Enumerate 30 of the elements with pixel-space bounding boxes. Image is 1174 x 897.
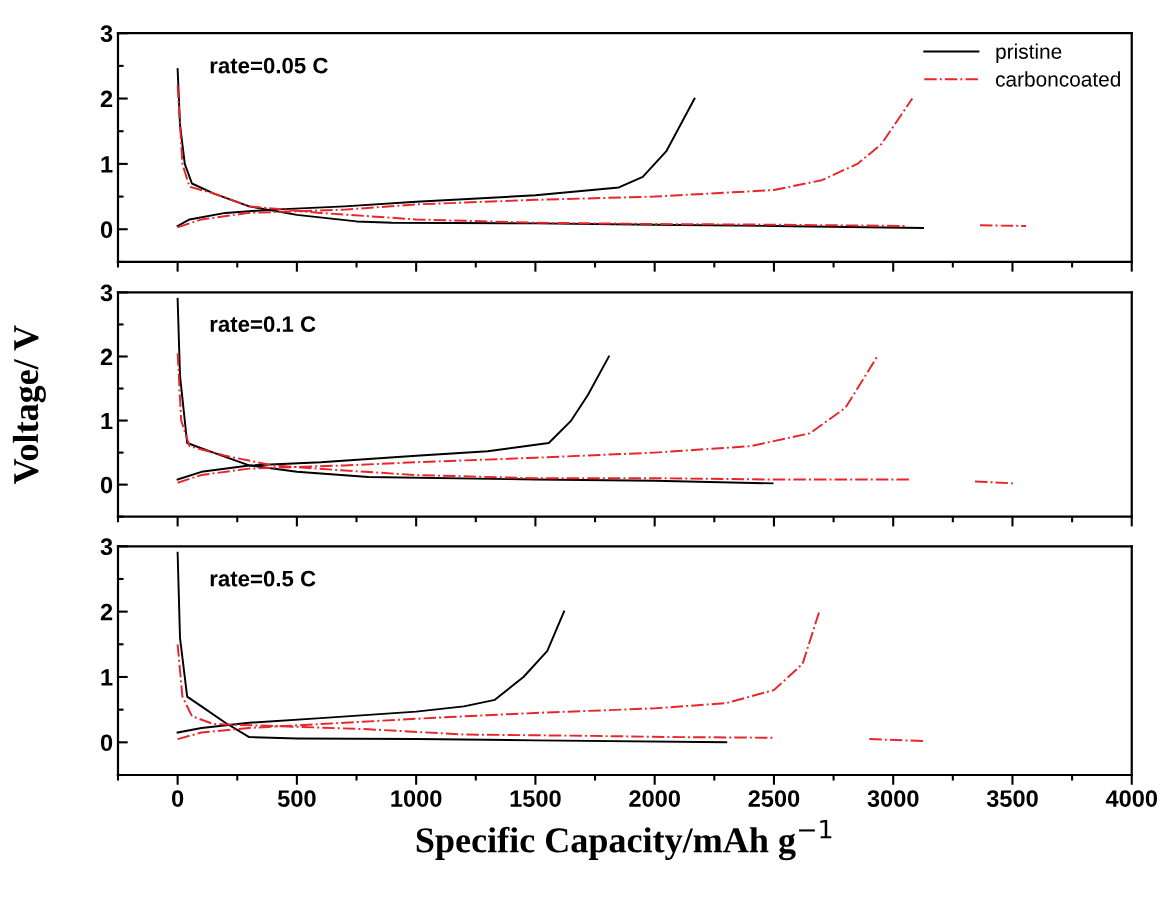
x-tick-label: 500 — [277, 790, 316, 807]
annotation: rate=0.05 C — [210, 57, 328, 74]
x-tick-label: 3000 — [867, 790, 919, 807]
y-tick-label: 3 — [100, 538, 113, 556]
x-tick-label: 4000 — [1105, 790, 1158, 807]
y-tick-label: 2 — [100, 603, 113, 621]
y-tick-label: 3 — [100, 284, 113, 302]
y-tick-label: 1 — [101, 412, 113, 430]
line-series — [176, 551, 728, 744]
x-tick-label: 1000 — [391, 790, 442, 807]
x-tick-label: 3500 — [986, 790, 1038, 807]
annotation: rate=0.1 C — [210, 316, 316, 333]
y-tick-label: 0 — [100, 734, 113, 752]
y-tick-label: 1 — [101, 669, 113, 686]
y-tick-label: 2 — [100, 90, 113, 108]
y-tick-label: 2 — [100, 348, 113, 366]
x-axis-title: Specific Capacity/mAh g$^{−1}$ — [416, 819, 832, 861]
y-axis-title: Voltage/ V — [12, 325, 46, 484]
x-tick-label: 0 — [171, 790, 184, 807]
y-tick-label: 3 — [100, 25, 113, 43]
x-tick-label: 2500 — [748, 790, 800, 807]
x-tick-label: 2000 — [629, 790, 680, 807]
y-tick-label: 0 — [100, 221, 113, 239]
line-series — [176, 297, 774, 485]
legend-label: pristine — [996, 43, 1062, 64]
x-tick-label: 1500 — [510, 790, 561, 807]
y-tick-label: 0 — [100, 476, 113, 494]
legend-label: carboncoated — [995, 71, 1120, 87]
y-tick-label: 1 — [101, 156, 113, 173]
annotation: rate=0.5 C — [210, 570, 316, 587]
